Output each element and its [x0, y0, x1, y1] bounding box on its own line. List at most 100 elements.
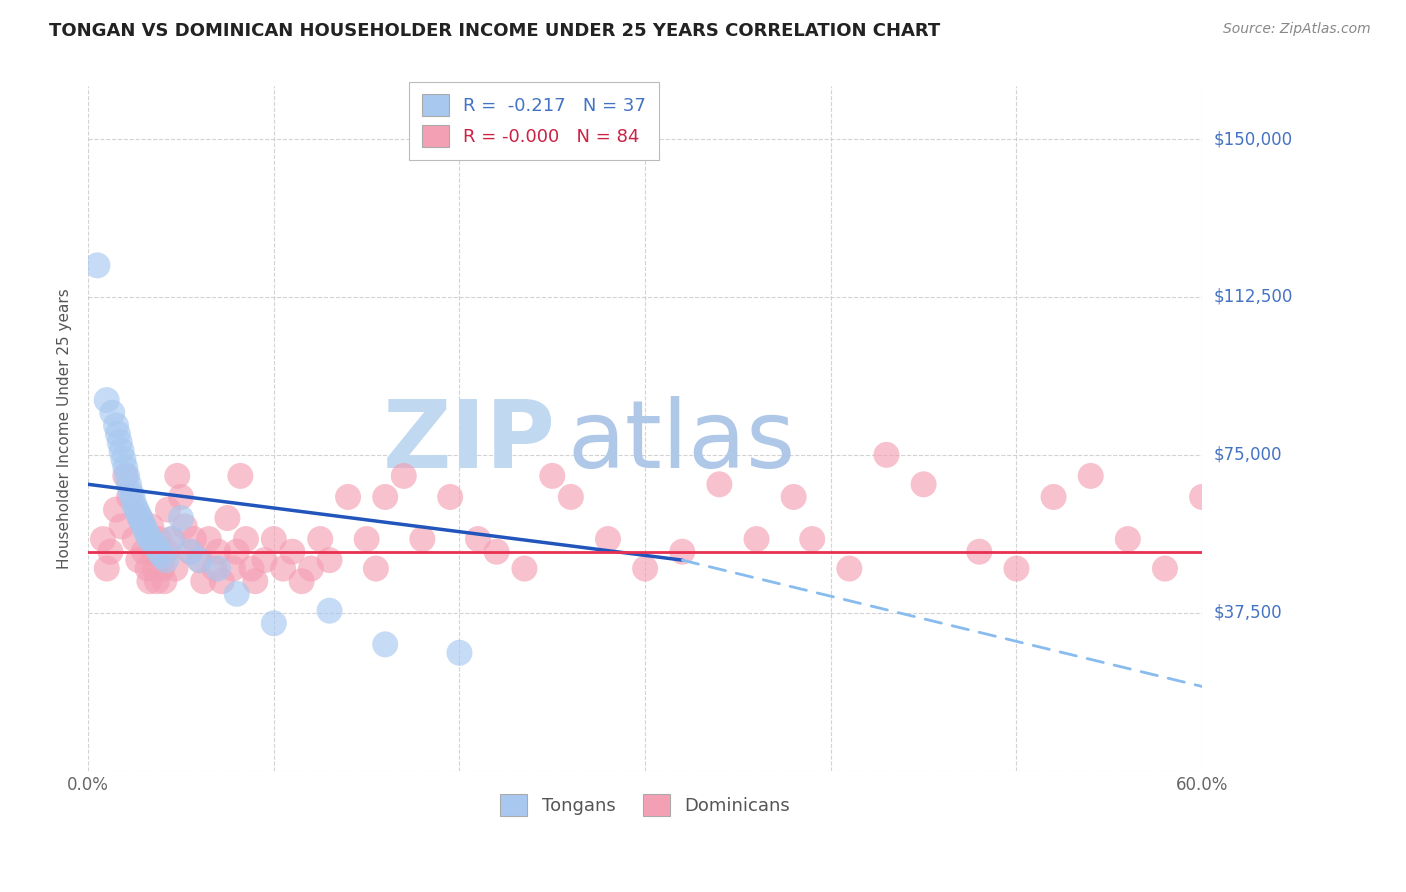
Point [240, 561, 263, 575]
Point [337, 490, 360, 504]
Point [217, 511, 239, 525]
Point [229, 469, 252, 483]
Point [838, 561, 860, 575]
Point [124, 532, 146, 546]
Point [1219, 680, 1241, 694]
Point [96, 561, 118, 575]
Text: Source: ZipAtlas.com: Source: ZipAtlas.com [1223, 22, 1371, 37]
Text: TONGAN VS DOMINICAN HOUSEHOLDER INCOME UNDER 25 YEARS CORRELATION CHART: TONGAN VS DOMINICAN HOUSEHOLDER INCOME U… [49, 22, 941, 40]
Point [207, 561, 229, 575]
Point [513, 561, 536, 575]
Point [170, 511, 193, 525]
Point [782, 490, 804, 504]
Point [173, 519, 195, 533]
Point [105, 502, 128, 516]
Point [912, 477, 935, 491]
Point [120, 485, 142, 500]
Y-axis label: Householder Income Under 25 years: Householder Income Under 25 years [58, 288, 72, 569]
Point [135, 524, 157, 538]
Point [596, 532, 619, 546]
Point [127, 553, 149, 567]
Point [121, 490, 143, 504]
Point [1080, 469, 1102, 483]
Point [1265, 532, 1288, 546]
Point [235, 532, 257, 546]
Point [392, 469, 415, 483]
Point [245, 574, 267, 589]
Point [136, 528, 159, 542]
Point [101, 406, 124, 420]
Point [148, 545, 170, 559]
Point [193, 574, 215, 589]
Point [142, 536, 165, 550]
Point [1191, 490, 1213, 504]
Point [142, 545, 165, 559]
Point [129, 511, 152, 525]
Point [138, 574, 160, 589]
Point [110, 519, 132, 533]
Point [148, 532, 170, 546]
Point [146, 541, 169, 555]
Point [118, 490, 141, 504]
Text: $75,000: $75,000 [1213, 446, 1282, 464]
Point [202, 561, 225, 575]
Point [318, 553, 340, 567]
Point [91, 532, 114, 546]
Point [86, 258, 108, 272]
Point [1227, 532, 1250, 546]
Text: $112,500: $112,500 [1213, 288, 1292, 306]
Point [709, 477, 731, 491]
Point [485, 545, 508, 559]
Point [634, 561, 657, 575]
Point [207, 545, 229, 559]
Point [745, 532, 768, 546]
Point [1154, 561, 1177, 575]
Point [107, 426, 129, 441]
Point [108, 435, 131, 450]
Point [146, 574, 169, 589]
Point [112, 452, 135, 467]
Point [165, 561, 187, 575]
Point [105, 418, 128, 433]
Point [132, 519, 155, 533]
Point [115, 469, 138, 483]
Point [1247, 490, 1270, 504]
Point [141, 519, 163, 533]
Text: $150,000: $150,000 [1213, 130, 1292, 148]
Point [364, 561, 387, 575]
Legend: Tongans, Dominicans: Tongans, Dominicans [494, 787, 797, 823]
Point [138, 532, 160, 546]
Point [560, 490, 582, 504]
Point [152, 561, 174, 575]
Point [309, 532, 332, 546]
Point [291, 574, 314, 589]
Point [179, 545, 201, 559]
Point [1116, 532, 1139, 546]
Point [467, 532, 489, 546]
Text: $37,500: $37,500 [1213, 604, 1282, 622]
Point [136, 561, 159, 575]
Point [110, 443, 132, 458]
Point [166, 469, 188, 483]
Point [225, 545, 247, 559]
Point [131, 515, 153, 529]
Point [114, 469, 136, 483]
Point [114, 460, 136, 475]
Point [153, 574, 176, 589]
Point [875, 448, 897, 462]
Point [143, 561, 166, 575]
Point [299, 561, 322, 575]
Point [356, 532, 378, 546]
Point [411, 532, 433, 546]
Point [152, 549, 174, 563]
Point [198, 532, 221, 546]
Point [156, 502, 179, 516]
Point [271, 561, 294, 575]
Point [155, 553, 177, 567]
Point [160, 532, 183, 546]
Point [374, 490, 396, 504]
Point [211, 574, 233, 589]
Point [263, 616, 285, 631]
Text: ZIP: ZIP [382, 396, 555, 488]
Point [129, 511, 152, 525]
